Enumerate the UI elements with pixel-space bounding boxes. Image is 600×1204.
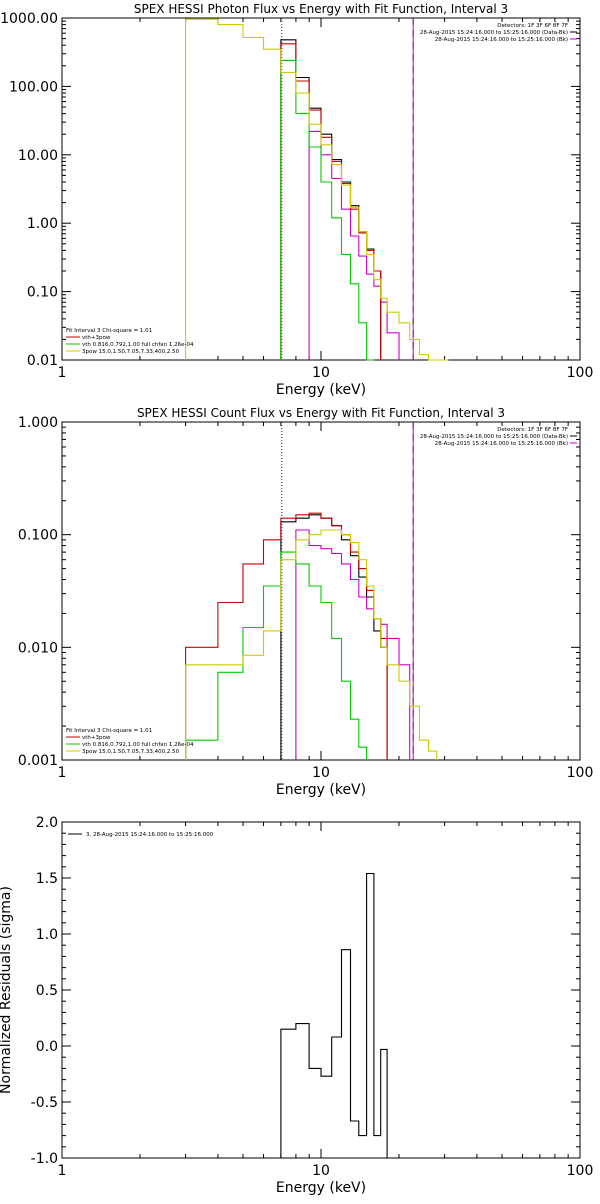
series-1-line [308, 130, 400, 360]
y-tick-label: 0.5 [36, 983, 58, 999]
y-tick-label: 1000.00 [0, 11, 58, 27]
x-tick-label: 1 [58, 365, 67, 381]
x-tick-label: 100 [567, 1163, 594, 1179]
series-3-line [185, 551, 368, 760]
legend-label: vth 0.816,0.792,1.00 full chfan 1.26e-04 [82, 742, 194, 748]
x-tick-label: 10 [312, 765, 330, 781]
y-tick-label: 0.10 [27, 285, 58, 301]
fit-summary: Fit Interval 3 Chi-square = 1.01 [66, 728, 152, 734]
series-3-line [280, 59, 374, 361]
chart-title: SPEX HESSI Count Flux vs Energy with Fit… [137, 406, 505, 420]
x-axis-label: Energy (keV) [276, 1180, 366, 1196]
y-axis-label: Normalized Residuals (sigma) [0, 886, 14, 1094]
x-tick-label: 100 [567, 765, 594, 781]
x-tick-label: 10 [312, 365, 330, 381]
plot-frame [61, 17, 581, 361]
y-tick-label: 0.001 [18, 753, 58, 769]
legend-label: vth+3pow [82, 335, 111, 341]
info-text: Detectors: 1F 3F 6F 8F 7F [497, 427, 568, 433]
x-axis-label: Energy (keV) [276, 382, 366, 398]
y-tick-label: -0.5 [31, 1095, 58, 1111]
legend-label: vth+3pow [82, 735, 111, 741]
y-tick-label: 0.100 [18, 528, 58, 544]
y-tick-label: 0.010 [18, 640, 58, 656]
y-tick-label: 1.0 [36, 927, 58, 943]
legend-label: 3pow 15.0,1.50,7.05,7.33,400,2.50 [82, 749, 180, 755]
y-tick-label: -1.0 [31, 1151, 58, 1167]
x-axis-label: Energy (keV) [276, 782, 366, 798]
y-tick-label: 100.00 [9, 79, 58, 95]
x-tick-label: 100 [567, 365, 594, 381]
info-text: 28-Aug-2015 15:24:16.000 to 15:25:16.000… [435, 441, 568, 447]
series-0-line [280, 514, 388, 760]
series-4-line [185, 18, 449, 361]
y-tick-label: 2.0 [36, 815, 58, 831]
x-tick-label: 1 [58, 765, 67, 781]
y-tick-label: 10.00 [18, 148, 58, 164]
series-0-line [280, 872, 388, 1158]
info-text: Detectors: 1F 3F 6F 8F 7F [497, 23, 568, 29]
legend-label: vth 0.816,0.792,1.00 full chfan 1.26e-04 [82, 342, 194, 348]
info-text: 28-Aug-2015 15:24:16.000 to 15:25:16.000… [435, 37, 568, 43]
series-4-line [185, 529, 438, 760]
y-tick-label: 0.0 [36, 1039, 58, 1055]
info-text: 28-Aug-2015 15:24:16.000 to 15:25:16.000… [420, 434, 568, 440]
y-tick-label: 0.01 [27, 353, 58, 369]
plot-frame [61, 821, 581, 1159]
series-1-line [295, 529, 411, 760]
y-tick-label: 1.00 [27, 216, 58, 232]
chart-title: SPEX HESSI Photon Flux vs Energy with Fi… [134, 2, 508, 16]
y-tick-label: 1.000 [18, 415, 58, 431]
x-tick-label: 10 [312, 1163, 330, 1179]
x-tick-label: 1 [58, 1163, 67, 1179]
y-tick-label: 1.5 [36, 871, 58, 887]
info-text: 28-Aug-2015 15:24:16.000 to 15:25:16.000… [420, 30, 568, 36]
legend-label: 3pow 15.0,1.50,7.05,7.33,400,2.50 [82, 349, 180, 355]
series-2-line [185, 512, 388, 760]
fit-summary: Fit Interval 3 Chi-square = 1.01 [66, 328, 152, 334]
legend-label: 3, 28-Aug-2015 15:24:16.000 to 15:25:16.… [86, 832, 214, 838]
